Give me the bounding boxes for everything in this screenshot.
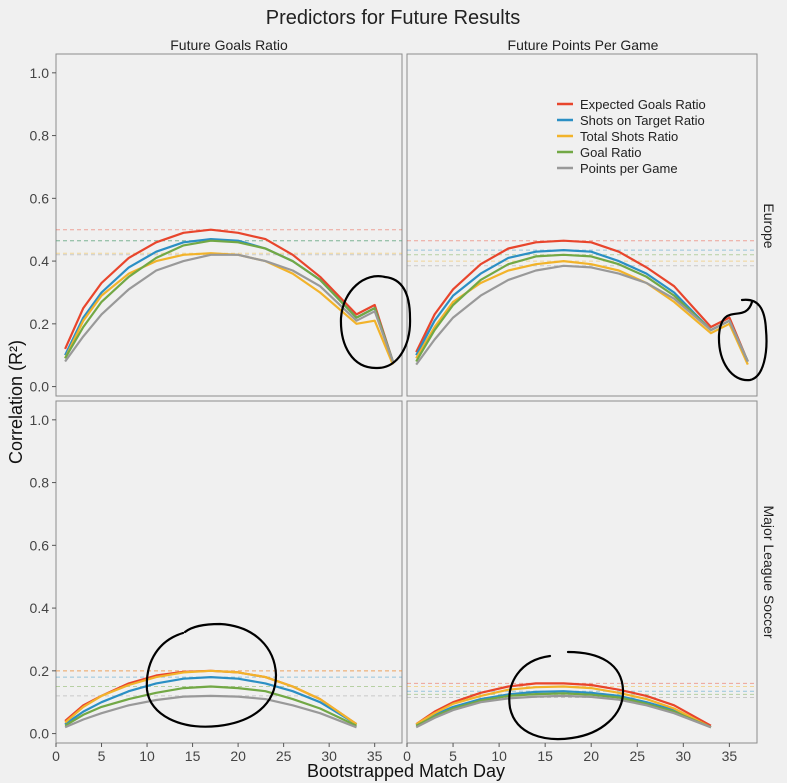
series-line [415, 685, 712, 729]
column-header-goals: Future Goals Ratio [170, 37, 288, 53]
x-tick-label: 30 [676, 748, 692, 764]
panels: 0.0 0.2 0.4 0.6 0.8 1.0 0.0 0.2 0.4 0.6 0.8 1.0 0 5 10… [30, 53, 758, 764]
annotation-circle [717, 298, 768, 382]
y-axis-label: Correlation (R²) [6, 340, 26, 464]
series-line [64, 694, 357, 729]
series-line [64, 228, 394, 362]
series-line [415, 682, 712, 727]
y-tick-label: 0.0 [30, 726, 50, 742]
column-header-points: Future Points Per Game [508, 37, 659, 53]
x-tick-label: 15 [185, 748, 201, 764]
y-tick-label: 1.0 [30, 65, 50, 81]
legend-label: Shots on Target Ratio [580, 113, 705, 128]
legend-label: Expected Goals Ratio [580, 97, 706, 112]
x-tick-label: 20 [230, 748, 246, 764]
series-line [64, 685, 357, 727]
panel-border [55, 400, 403, 744]
series-line [415, 239, 749, 362]
annotation-circle [145, 622, 278, 728]
series-line [64, 253, 394, 363]
legend-label: Goal Ratio [580, 145, 641, 160]
panel-border [406, 53, 758, 397]
series-line [64, 239, 394, 362]
x-tick-label: 0 [403, 748, 411, 764]
x-axis-label: Bootstrapped Match Day [307, 761, 505, 781]
y-tick-label: 0.2 [30, 663, 50, 679]
hand-drawn-annotations [145, 275, 768, 741]
legend-label: Total Shots Ratio [580, 129, 678, 144]
series-line [415, 694, 712, 729]
y-tick-label: 0.8 [30, 128, 50, 144]
series-line [415, 692, 712, 729]
x-tick-label: 5 [98, 748, 106, 764]
y-tick-label: 0.0 [30, 379, 50, 395]
y-tick-label: 0.4 [30, 600, 50, 616]
series-line [64, 676, 358, 726]
series-line [415, 264, 749, 366]
x-tick-label: 5 [449, 748, 457, 764]
legend-label: Points per Game [580, 161, 678, 176]
row-header-mls: Major League Soccer [761, 505, 777, 638]
x-tick-label: 10 [491, 748, 507, 764]
series-line [64, 669, 358, 726]
x-tick-label: 30 [321, 748, 337, 764]
x-tick-label: 25 [276, 748, 292, 764]
x-tick-label: 10 [139, 748, 155, 764]
series-line [415, 690, 712, 729]
panel-border [55, 53, 403, 397]
x-tick-label: 25 [629, 748, 645, 764]
x-tick-label: 15 [537, 748, 553, 764]
y-tick-label: 0.2 [30, 316, 50, 332]
panel: 0 5 10 15 20 25 30 35 [403, 400, 758, 764]
y-tick-label: 0.6 [30, 190, 50, 206]
row-header-europe: Europe [761, 203, 777, 248]
y-tick-label: 0.4 [30, 253, 50, 269]
panel-border [406, 400, 758, 744]
series-line [415, 260, 749, 366]
y-tick-label: 0.8 [30, 475, 50, 491]
panel [406, 53, 758, 397]
x-tick-label: 35 [367, 748, 383, 764]
y-tick-label: 0.6 [30, 537, 50, 553]
x-tick-label: 35 [722, 748, 738, 764]
x-tick-label: 0 [52, 748, 60, 764]
x-tick-label: 20 [583, 748, 599, 764]
annotation-circle [339, 275, 412, 370]
chart-title: Predictors for Future Results [266, 7, 521, 29]
panel: 0.0 0.2 0.4 0.6 0.8 1.0 [30, 53, 403, 397]
annotation-circle [508, 650, 625, 741]
y-tick-label: 1.0 [30, 412, 50, 428]
panel: 0.0 0.2 0.4 0.6 0.8 1.0 0 5 10 15 20 25 30 35 [30, 400, 403, 764]
